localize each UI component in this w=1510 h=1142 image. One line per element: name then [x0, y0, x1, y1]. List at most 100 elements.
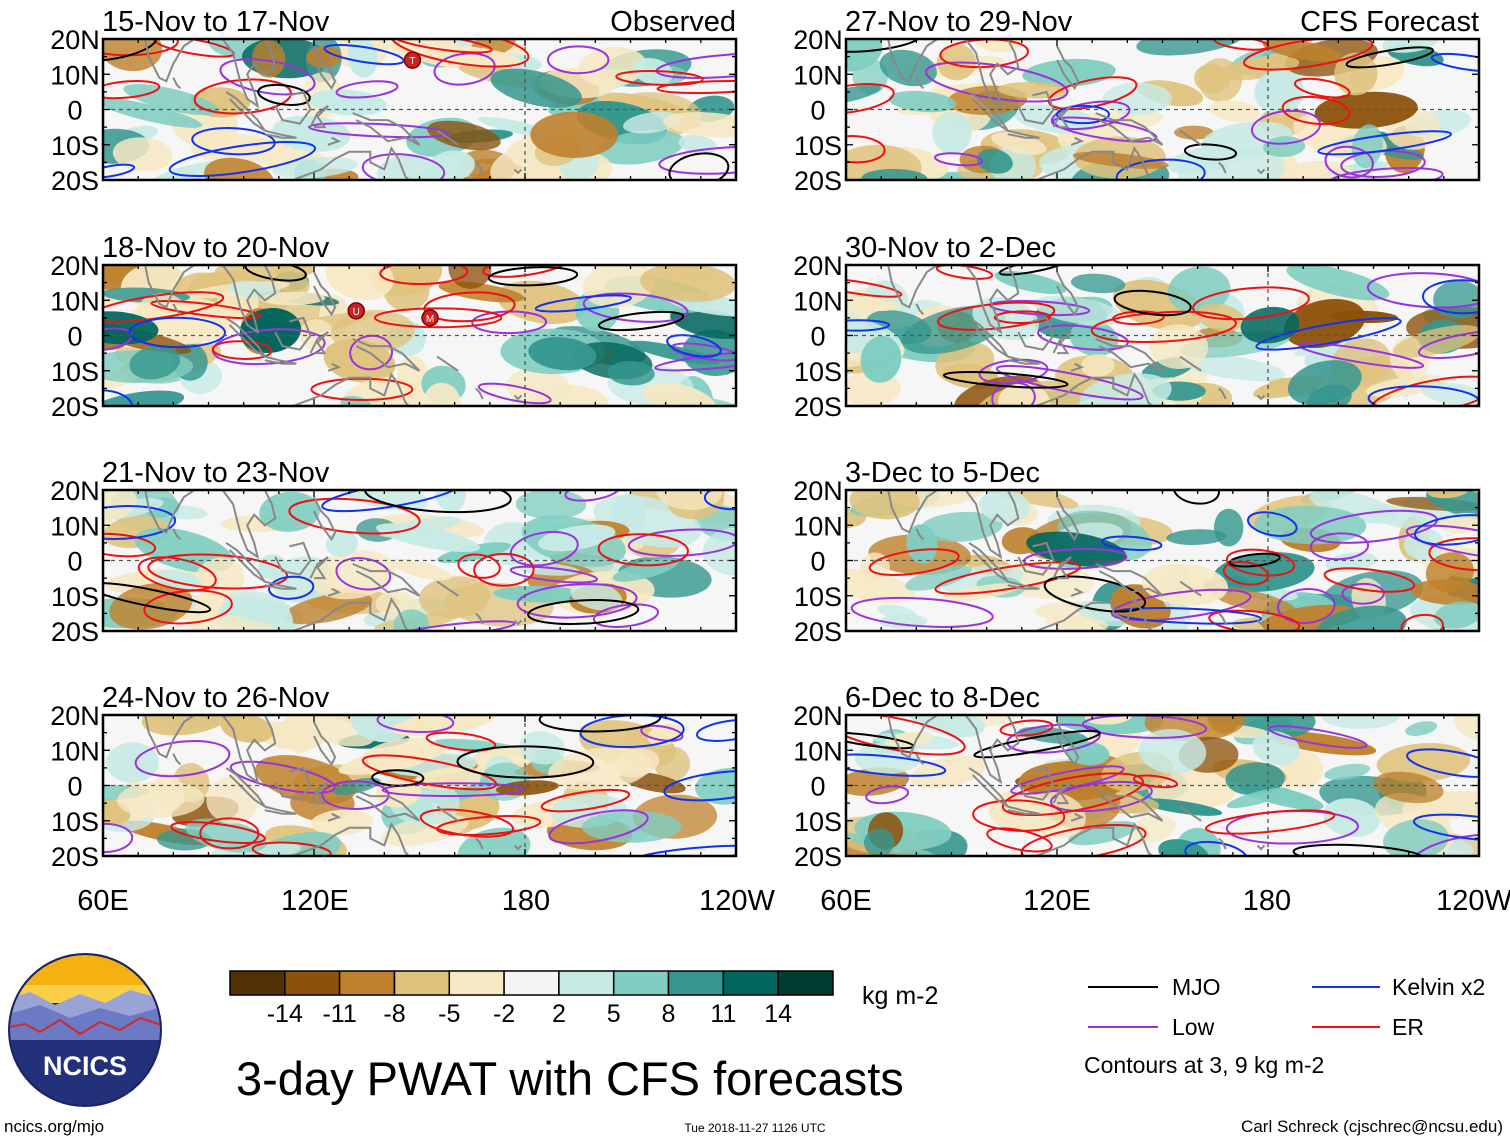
pwat-anomaly-blob [1410, 579, 1479, 606]
panel-field [103, 39, 736, 180]
coastline [221, 490, 277, 560]
kelvin-contour [103, 389, 134, 406]
mjo-contour [538, 715, 662, 733]
coastline [1056, 271, 1080, 317]
er-contour [425, 731, 497, 752]
pwat-anomaly-blob [846, 294, 900, 312]
y-tick-label: 20N [793, 25, 843, 55]
coastline [144, 39, 195, 83]
panel-title: 3-Dec to 5-Dec [845, 457, 1040, 489]
y-tick-label: 20S [51, 166, 99, 196]
low-contour [582, 292, 689, 323]
footer-url: ncics.org/mjo [4, 1117, 104, 1136]
low-contour [361, 153, 446, 180]
panel-field [103, 715, 736, 856]
low-contour [229, 760, 336, 794]
coastline [264, 355, 297, 365]
panel-column-header: CFS Forecast [1300, 6, 1479, 38]
low-contour [433, 52, 496, 86]
x-tick-label: 60E [820, 885, 872, 917]
x-axis-right: 60E 120E 180 120W [820, 885, 1510, 917]
coastline [274, 541, 312, 576]
colorbar-tick-label: 2 [552, 1000, 566, 1028]
colorbar-swatch [777, 970, 834, 996]
kelvin-contour [1367, 385, 1479, 406]
storm-marker-icon [347, 302, 365, 320]
coastline [1095, 338, 1164, 372]
pwat-anomaly-blob [1118, 797, 1159, 814]
er-contour [457, 553, 501, 579]
pwat-anomaly-blob [289, 715, 375, 747]
low-contour [307, 122, 450, 139]
coastline [436, 805, 459, 822]
pwat-anomaly-blob [623, 111, 681, 134]
coastline [274, 316, 312, 351]
er-contour [846, 277, 903, 298]
er-contour [934, 561, 1081, 595]
coastline [964, 39, 1020, 109]
coastline [327, 362, 342, 372]
x-tick-label: 120E [281, 885, 349, 917]
low-contour [1366, 272, 1479, 309]
er-contour [1222, 560, 1269, 586]
pwat-anomaly-blob [973, 490, 1079, 509]
pwat-anomaly-blob [515, 490, 587, 520]
x-tick-label: 120W [699, 885, 775, 917]
er-contour [373, 307, 503, 329]
y-tick-label: 20S [794, 842, 842, 872]
kelvin-contour [663, 770, 736, 802]
mjo-contour [597, 310, 685, 332]
y-tick-label: 20N [793, 701, 843, 731]
colorbar-swatch [503, 970, 560, 996]
pwat-anomaly-blob [123, 84, 220, 116]
pwat-anomaly-blob [1225, 762, 1285, 796]
coastline [309, 781, 329, 805]
low-contour [1010, 765, 1125, 795]
pwat-anomaly-blob [682, 329, 736, 376]
panel-field [103, 265, 736, 406]
mjo-contour [103, 39, 158, 62]
pwat-anomaly-blob [1287, 360, 1362, 406]
pwat-anomaly-blob [330, 310, 415, 354]
low-contour [593, 603, 659, 628]
panel-title: 18-Nov to 20-Nov [102, 232, 330, 264]
y-tick-label: 10N [50, 511, 100, 541]
coastline [964, 265, 1020, 335]
pwat-anomaly-blob [1267, 731, 1377, 756]
er-contour [999, 719, 1054, 737]
pwat-anomaly-blob [129, 345, 180, 380]
pwat-anomaly-blob [654, 746, 691, 781]
coastline [352, 338, 421, 372]
coastline [1256, 619, 1266, 626]
pwat-anomaly-blob [919, 511, 1003, 542]
low-contour [627, 528, 736, 557]
coastline [313, 271, 337, 317]
pwat-anomaly-blob [864, 828, 895, 856]
coastline [313, 45, 337, 91]
pwat-anomaly-blob [437, 542, 511, 564]
er-contour [1225, 548, 1296, 577]
kelvin-contour [1246, 511, 1298, 537]
kelvin-contour [1430, 52, 1479, 73]
pwat-anomaly-blob [185, 818, 267, 853]
kelvin-contour [1101, 535, 1163, 552]
pwat-anomaly-blob [1070, 273, 1126, 294]
y-tick-label: 10N [793, 60, 843, 90]
y-tick-label: 10S [51, 131, 99, 161]
colorbar-swatch [612, 970, 670, 996]
low-contour [516, 583, 638, 619]
mjo-contour [257, 83, 311, 106]
pwat-anomaly-blob [1209, 586, 1297, 616]
x-tick-label: 180 [502, 885, 550, 917]
pwat-anomaly-blob [391, 715, 496, 736]
y-tick-label: 10N [50, 60, 100, 90]
coastline [475, 837, 484, 850]
coastline [292, 822, 410, 856]
coastline [1179, 355, 1202, 372]
coastline [1218, 837, 1227, 850]
pwat-anomaly-blob [325, 265, 394, 301]
y-tick-label: 20N [50, 251, 100, 281]
colorbar-swatch [338, 970, 396, 996]
y-tick-label: 0 [810, 96, 825, 126]
kelvin-contour [1406, 748, 1479, 778]
